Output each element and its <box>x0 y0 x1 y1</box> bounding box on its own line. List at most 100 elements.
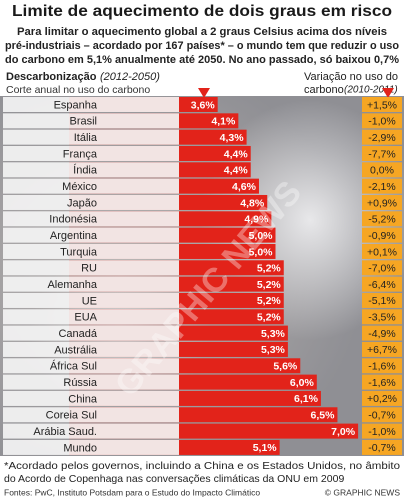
change-cell <box>362 358 402 374</box>
label-panel <box>3 97 179 112</box>
label-panel <box>3 439 179 455</box>
credit: © GRAPHIC NEWS <box>325 487 401 497</box>
right-header-line: carbono <box>304 84 344 96</box>
change-cell <box>362 178 402 194</box>
change-cell <box>362 325 402 341</box>
change-cell <box>362 374 402 390</box>
change-cell <box>362 162 402 178</box>
label-panel <box>3 113 179 129</box>
change-label: 0,0% <box>370 165 394 177</box>
change-cell <box>362 309 402 325</box>
change-label: -2,9% <box>368 132 395 144</box>
change-label: +6,7% <box>367 344 397 356</box>
change-label: -0,7% <box>368 410 395 422</box>
left-header-period: (2012-2050) <box>100 71 160 83</box>
value-label: 4,9% <box>244 214 269 226</box>
change-label: -0,9% <box>368 230 395 242</box>
change-label: -3,5% <box>368 312 395 324</box>
category-label: Austrália <box>54 344 98 356</box>
subtitle-line: do carbono em 5,1% anualmente até 2050. … <box>5 54 399 66</box>
change-cell <box>362 292 402 308</box>
value-label: 5,6% <box>273 361 298 373</box>
value-label: 4,4% <box>224 148 249 160</box>
value-label: 5,3% <box>261 344 286 356</box>
right-header-line: Variação no uso do <box>304 71 398 83</box>
change-cell <box>362 129 402 145</box>
change-label: -1,0% <box>368 426 395 438</box>
change-label: -2,1% <box>368 181 395 193</box>
label-panel <box>3 407 179 423</box>
label-panel <box>3 162 179 178</box>
value-label: 6,0% <box>290 377 315 389</box>
category-label: RU <box>81 263 97 275</box>
change-cell <box>362 439 402 455</box>
change-label: -1,6% <box>368 377 395 389</box>
value-label: 5,2% <box>257 295 282 307</box>
label-panel <box>3 423 179 439</box>
label-panel <box>3 145 179 161</box>
change-cell <box>362 341 402 357</box>
change-label: +0,2% <box>367 393 397 405</box>
label-panel <box>3 341 179 357</box>
value-label: 4,3% <box>220 132 245 144</box>
label-panel <box>3 178 179 194</box>
pointer-triangle <box>198 88 210 98</box>
value-label: 5,0% <box>249 246 274 258</box>
category-label: Arábia Saud. <box>33 426 97 438</box>
subtitle-line: Para limitar o aquecimento global a 2 gr… <box>17 26 387 38</box>
value-label: 4,6% <box>232 181 257 193</box>
value-label: 5,2% <box>257 263 282 275</box>
category-label: Espanha <box>54 99 98 111</box>
change-label: +0,1% <box>367 246 397 258</box>
label-panel <box>3 260 179 276</box>
category-label: França <box>63 148 98 160</box>
label-panel <box>3 390 179 406</box>
category-label: Índia <box>73 164 98 177</box>
change-cell <box>362 97 402 112</box>
value-label: 5,2% <box>257 279 282 291</box>
source: Fontes: PwC, Instituto Potsdam para o Es… <box>4 487 260 497</box>
change-cell <box>362 145 402 161</box>
change-label: -4,9% <box>368 328 395 340</box>
value-label: 4,8% <box>240 197 265 209</box>
value-label: 5,3% <box>261 328 286 340</box>
category-label: Brasil <box>69 116 97 128</box>
change-label: -7,0% <box>368 263 395 275</box>
value-label: 5,1% <box>253 442 278 454</box>
category-label: EUA <box>74 312 97 324</box>
value-label: 4,1% <box>211 116 236 128</box>
change-cell <box>362 276 402 292</box>
category-label: Argentina <box>50 230 98 242</box>
footnote-line: *Acordado pelos governos, incluindo a Ch… <box>4 460 400 472</box>
label-panel <box>3 227 179 243</box>
left-header-title: Descarbonização <box>6 71 97 83</box>
value-label: 5,0% <box>249 230 274 242</box>
label-panel <box>3 276 179 292</box>
label-panel <box>3 374 179 390</box>
value-label: 3,6% <box>191 99 216 111</box>
label-panel <box>3 211 179 227</box>
change-cell <box>362 423 402 439</box>
change-label: -5,1% <box>368 295 395 307</box>
change-cell <box>362 243 402 259</box>
pointer-triangle <box>382 88 394 98</box>
change-label: -5,2% <box>368 214 395 226</box>
change-cell <box>362 390 402 406</box>
category-label: Rússia <box>63 377 98 389</box>
category-label: Japão <box>67 197 97 209</box>
change-label: -1,0% <box>368 116 395 128</box>
category-label: Indonésia <box>49 214 98 226</box>
value-label: 6,1% <box>294 393 319 405</box>
change-cell <box>362 227 402 243</box>
change-label: +0,9% <box>367 197 397 209</box>
label-panel <box>3 309 179 325</box>
value-label: 5,2% <box>257 312 282 324</box>
label-panel <box>3 325 179 341</box>
label-panel <box>3 292 179 308</box>
change-cell <box>362 407 402 423</box>
footnote-line: do Acordo de Copenhaga nas conversações … <box>4 473 344 485</box>
change-label: +1,5% <box>367 99 397 111</box>
change-label: -0,7% <box>368 442 395 454</box>
value-label: 6,5% <box>311 410 336 422</box>
